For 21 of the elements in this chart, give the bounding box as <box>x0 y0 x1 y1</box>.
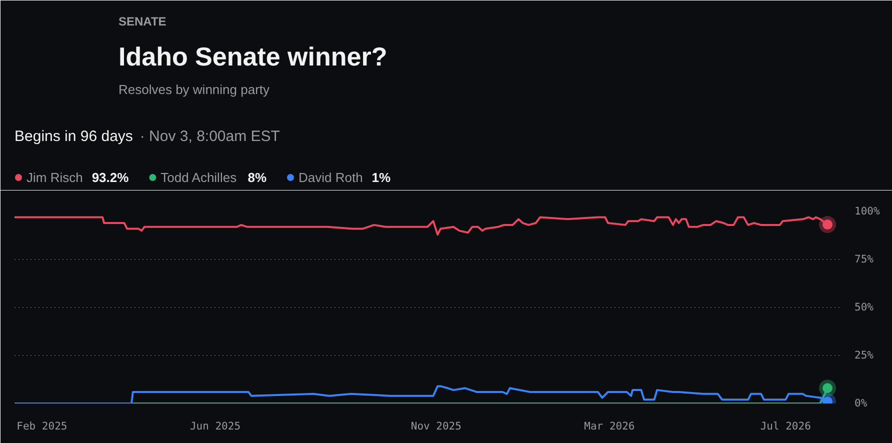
y-tick-label: 75% <box>854 254 874 266</box>
text: 1% <box>372 170 392 185</box>
x-tick-label: Jun 2025 <box>190 420 241 432</box>
chart-subtitle: Resolves by winning party <box>118 82 270 97</box>
text: 8% <box>248 170 267 185</box>
x-tick-label: Feb 2025 <box>16 420 68 432</box>
x-tick-label: Nov 2025 <box>410 420 462 432</box>
y-tick-label: 100% <box>854 206 880 218</box>
text: 93.2% <box>92 170 130 185</box>
y-tick-label: 0% <box>854 398 868 410</box>
y-tick-label: 50% <box>854 302 874 314</box>
legend-label: David Roth <box>298 170 363 185</box>
x-tick-label: Mar 2026 <box>584 420 635 432</box>
chart-title: Idaho Senate winner? <box>118 42 388 72</box>
text: Begins in 96 days <box>14 128 133 145</box>
legend-label: Todd Achilles <box>160 170 238 185</box>
x-tick-label: Jul 2026 <box>760 420 811 432</box>
text: · Nov 3, 8:00am EST <box>140 128 280 145</box>
legend-label: Jim Risch <box>26 170 83 185</box>
y-tick-label: 25% <box>854 350 874 362</box>
text: SENATE <box>118 14 166 28</box>
